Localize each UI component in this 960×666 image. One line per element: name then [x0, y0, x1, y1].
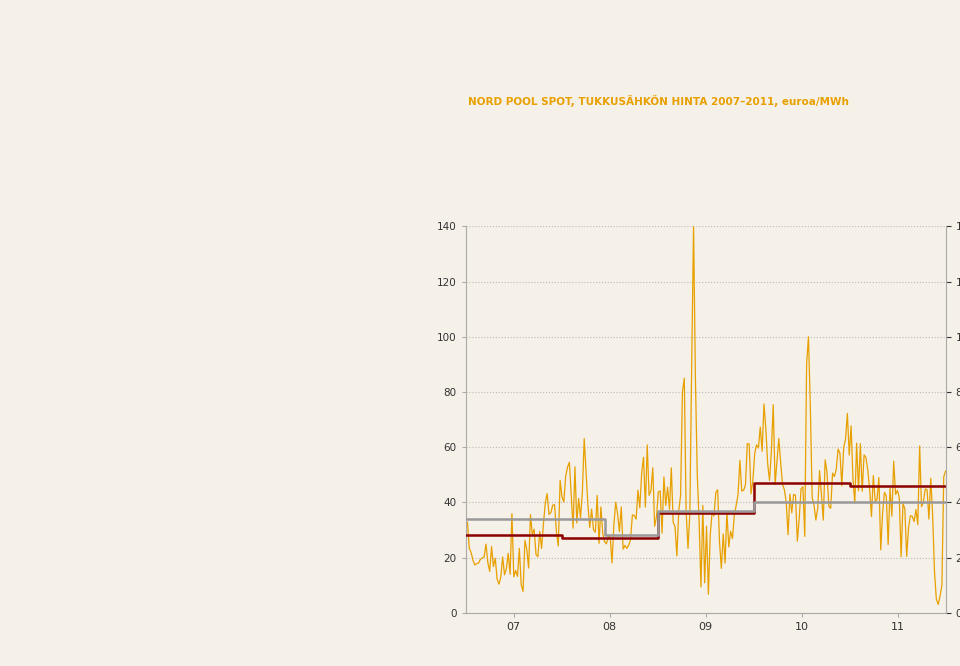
Text: NORD POOL SPOT, TUKKUSÄHKÖN HINTA 2007–2011, euroa/MWh: NORD POOL SPOT, TUKKUSÄHKÖN HINTA 2007–2…: [468, 95, 850, 107]
